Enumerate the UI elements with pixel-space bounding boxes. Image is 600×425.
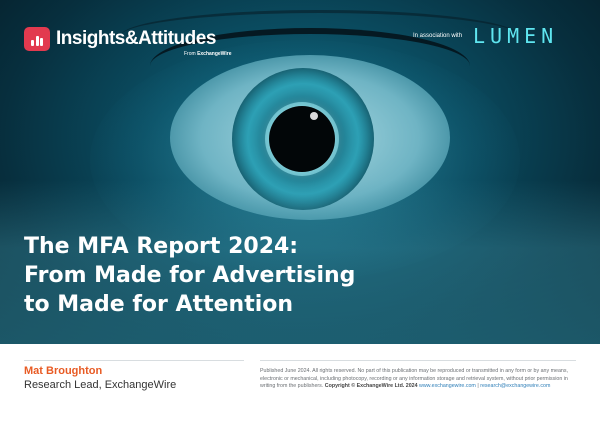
copyright: Copyright © ExchangeWire Ltd. 2024 (324, 383, 418, 390)
email-link[interactable]: research@exchangewire.com (480, 383, 551, 390)
title-line: The MFA Report 2024: (24, 234, 299, 259)
divider (24, 360, 244, 361)
author-role: Research Lead, ExchangeWire (24, 379, 177, 391)
brand-logo: Insights&Attitudes (24, 26, 216, 52)
divider (260, 360, 576, 361)
legal-notice: Published June 2024. All rights reserved… (260, 368, 568, 390)
footer (0, 344, 600, 425)
website-link[interactable]: www.exchangewire.com (419, 383, 476, 390)
mist-overlay (0, 180, 600, 344)
title-line: to Made for Attention (24, 292, 294, 317)
author-name: Mat Broughton (24, 365, 103, 377)
title-line: From Made for Advertising (24, 263, 356, 288)
report-title: The MFA Report 2024: From Made for Adver… (24, 232, 355, 319)
brand-name: Insights&Attitudes (56, 28, 216, 49)
eye-pupil (269, 106, 335, 172)
association-label: In association with (413, 33, 463, 39)
chat-chart-icon (24, 27, 50, 51)
brand-byline: From ExchangeWire (184, 51, 232, 57)
cover-image-eye (0, 0, 600, 344)
partner-logo: LUMEN (473, 24, 559, 48)
